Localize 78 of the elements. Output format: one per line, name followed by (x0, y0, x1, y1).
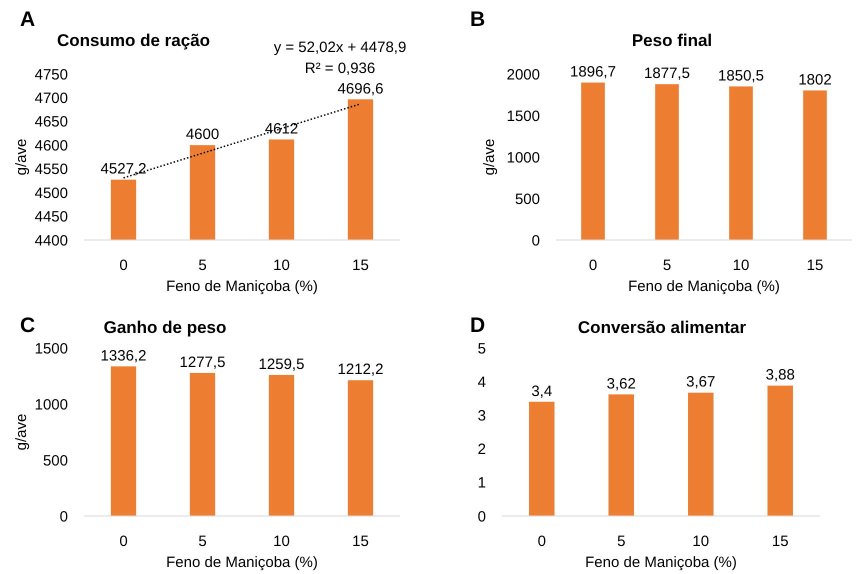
y-axis-title: g/ave (481, 138, 498, 176)
x-tick-label: 0 (119, 533, 128, 550)
x-tick-label: 0 (119, 257, 128, 274)
y-tick-label: 0 (60, 508, 68, 526)
chart-title: Consumo de ração (57, 31, 210, 50)
y-tick-label: 4 (478, 374, 486, 391)
bar (529, 402, 554, 516)
y-tick-label: 4450 (34, 208, 68, 226)
data-label: 4600 (186, 126, 220, 144)
chart-title: Peso final (632, 31, 712, 50)
y-tick-label: 5 (478, 340, 486, 358)
x-tick-label: 10 (732, 257, 750, 274)
y-tick-label: 2 (478, 441, 486, 458)
data-label: 1277,5 (180, 354, 226, 371)
x-tick-label: 15 (352, 533, 369, 550)
x-axis-title: Feno de Maniçoba (%) (166, 554, 318, 571)
x-axis-title: Feno de Maniçoba (%) (628, 278, 780, 295)
y-axis-title: g/ave (13, 138, 30, 176)
bar (768, 386, 793, 516)
y-tick-label: 0 (478, 508, 486, 526)
data-label: 4527,2 (100, 160, 146, 178)
data-label: 3,4 (531, 382, 552, 400)
data-label: 3,67 (686, 374, 716, 391)
y-tick-label: 4650 (34, 114, 68, 131)
bar (688, 392, 714, 516)
y-tick-label: 500 (42, 452, 68, 470)
y-tick-label: 1500 (506, 108, 540, 125)
x-tick-label: 5 (617, 533, 626, 550)
data-label: 1877,5 (644, 65, 690, 82)
x-tick-label: 10 (273, 257, 290, 274)
y-tick-label: 2000 (506, 66, 540, 84)
data-label: 1896,7 (570, 64, 616, 81)
y-tick-label: 500 (514, 190, 540, 208)
data-label: 1802 (798, 71, 832, 88)
y-axis-title: g/ave (13, 414, 30, 450)
x-tick-label: 0 (588, 257, 598, 274)
x-tick-label: 5 (198, 533, 207, 550)
text: y = 52,02x + 4478,9 (274, 39, 406, 56)
data-label: 3,62 (606, 375, 636, 392)
annotation: R² = 0,936 (304, 60, 376, 77)
text: B (470, 8, 486, 31)
y-tick-label: 1000 (506, 149, 540, 166)
data-label: 1336,2 (100, 347, 146, 364)
y-tick-label: 4700 (34, 90, 68, 107)
y-tick-label: 4400 (34, 232, 68, 250)
y-tick-label: 4600 (34, 137, 68, 154)
y-tick-label: 4550 (34, 161, 68, 178)
y-tick-label: 1000 (34, 396, 68, 414)
x-tick-label: 10 (273, 533, 290, 550)
y-tick-label: 1500 (34, 340, 68, 358)
data-label: 4696,6 (338, 80, 384, 98)
x-tick-label: 10 (692, 533, 710, 550)
text: D (470, 314, 486, 337)
bar (348, 380, 374, 516)
x-tick-label: 15 (806, 257, 824, 274)
chart-title: Ganho de peso (104, 318, 226, 337)
x-tick-label: 15 (352, 257, 369, 274)
bar (110, 366, 136, 516)
bar (190, 372, 216, 516)
bar (268, 374, 294, 516)
bar (608, 394, 634, 516)
data-label: 3,88 (766, 366, 795, 384)
x-tick-label: 5 (198, 257, 207, 274)
chart-title: Conversão alimentar (578, 318, 746, 337)
x-tick-label: 5 (662, 257, 672, 274)
y-tick-label: 1 (478, 474, 486, 492)
text: C (20, 314, 36, 337)
x-axis-title: Feno de Maniçoba (%) (585, 554, 737, 571)
x-axis-title: Feno de Maniçoba (%) (166, 278, 318, 295)
text: A (20, 8, 36, 31)
y-tick-label: 3 (478, 407, 486, 424)
data-label: 1259,5 (258, 356, 304, 373)
data-label: 1850,5 (718, 67, 764, 84)
x-tick-label: 15 (772, 533, 789, 550)
y-tick-label: 4750 (34, 66, 68, 84)
data-label: 1212,2 (338, 361, 384, 378)
y-tick-label: 0 (532, 232, 540, 250)
y-tick-label: 4500 (34, 184, 68, 202)
